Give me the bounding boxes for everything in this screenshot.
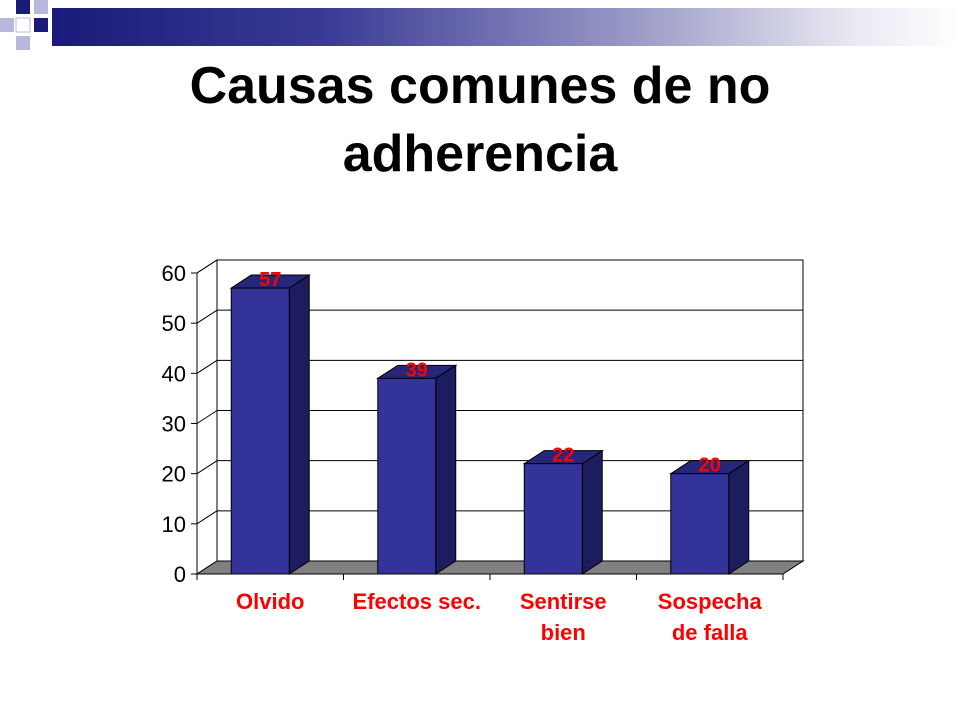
gridline-side-60 bbox=[196, 259, 218, 274]
gridline-side-30 bbox=[196, 410, 218, 424]
data-label-3: 20 bbox=[699, 455, 721, 477]
deco-square-white bbox=[15, 17, 31, 33]
y-tick-label-30: 30 bbox=[162, 412, 186, 437]
y-tick-label-60: 60 bbox=[162, 261, 186, 286]
bar-3 bbox=[670, 473, 730, 575]
gridline-side-40 bbox=[196, 359, 218, 374]
category-label-2-line-1: bien bbox=[541, 620, 586, 645]
decorative-squares bbox=[0, 0, 48, 50]
category-label-0-line-0: Olvido bbox=[236, 589, 304, 614]
deco-square-navy-2 bbox=[34, 18, 48, 32]
bar-1 bbox=[377, 377, 437, 575]
category-label-1-line-0: Efectos sec. bbox=[353, 589, 481, 614]
gridline-side-20 bbox=[196, 460, 218, 475]
data-label-1: 39 bbox=[406, 359, 428, 381]
y-tick-label-0: 0 bbox=[174, 562, 186, 587]
category-label-3-line-1: de falla bbox=[672, 620, 749, 645]
y-tick-label-10: 10 bbox=[162, 512, 186, 537]
slide-title: Causas comunes de no adherencia bbox=[0, 52, 960, 188]
bar-side-1 bbox=[435, 364, 457, 575]
deco-square-navy bbox=[16, 0, 30, 14]
data-label-2: 22 bbox=[552, 445, 574, 467]
bar-2 bbox=[523, 463, 583, 575]
slide-title-line-2: adherencia bbox=[342, 125, 618, 183]
bar-0 bbox=[230, 287, 290, 575]
bar-side-2 bbox=[581, 449, 603, 575]
decorative-gradient-bar bbox=[52, 8, 960, 46]
bar-side-0 bbox=[288, 274, 310, 575]
gridline-side-50 bbox=[196, 309, 218, 324]
deco-square-lavender bbox=[34, 0, 48, 14]
slide-title-line-1: Causas comunes de no bbox=[189, 57, 771, 115]
deco-square-lavender-3 bbox=[16, 36, 30, 50]
y-tick-label-20: 20 bbox=[162, 462, 186, 487]
y-tick-label-40: 40 bbox=[162, 361, 186, 386]
y-tick-label-50: 50 bbox=[162, 311, 186, 336]
category-label-2-line-0: Sentirse bbox=[520, 589, 607, 614]
gridline-side-10 bbox=[196, 510, 218, 525]
category-label-3-line-0: Sospecha bbox=[658, 589, 763, 614]
deco-square-lavender-2 bbox=[0, 18, 14, 32]
bar-side-3 bbox=[728, 459, 750, 575]
data-label-0: 57 bbox=[259, 269, 281, 291]
